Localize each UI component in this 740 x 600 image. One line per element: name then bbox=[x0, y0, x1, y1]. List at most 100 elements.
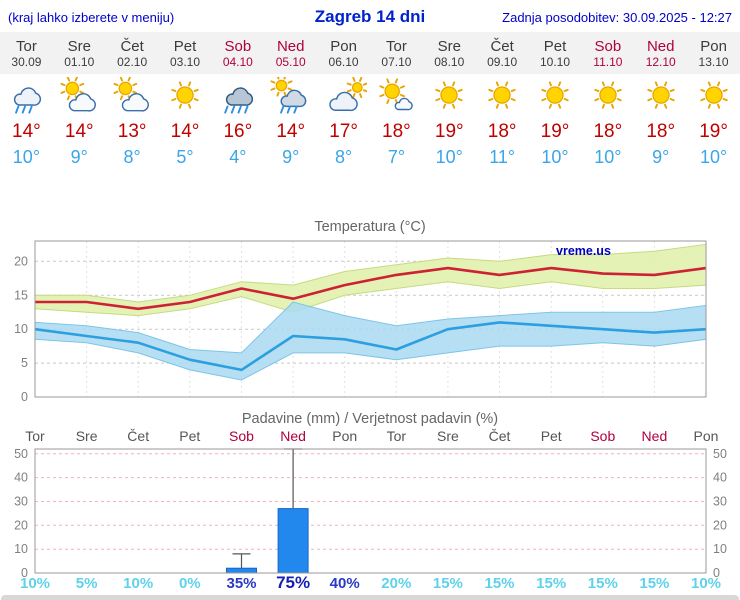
day-date: 02.10 bbox=[105, 55, 159, 74]
day-max-temp: 18° bbox=[646, 121, 676, 142]
day-name: Pon bbox=[317, 32, 370, 55]
precip-y-tick-right: 50 bbox=[713, 447, 727, 461]
precip-probability: 15% bbox=[536, 575, 566, 591]
rain-icon bbox=[0, 74, 53, 118]
day-date: 11.10 bbox=[581, 55, 635, 74]
forecast-strip: Tor 30.09 14° 10° Sre 01.10 14° 9° Čet 02.10 13° 8°… bbox=[0, 32, 740, 173]
day-min-temp: 10° bbox=[594, 147, 622, 167]
day-min-temp: 10° bbox=[541, 147, 569, 167]
precip-y-tick-left: 30 bbox=[14, 495, 28, 509]
day-name: Tor bbox=[0, 32, 53, 55]
showers-icon bbox=[264, 74, 317, 118]
day-column-pet-10.10[interactable]: Pet 10.10 19° 10° bbox=[528, 32, 582, 173]
precip-y-tick-left: 0 bbox=[21, 566, 28, 580]
day-name: Pon bbox=[687, 32, 740, 55]
day-max-temp: 14° bbox=[170, 121, 200, 142]
precip-day-label: Sob bbox=[229, 428, 254, 444]
day-column-tor-30.09[interactable]: Tor 30.09 14° 10° bbox=[0, 32, 53, 173]
precip-bar bbox=[277, 508, 309, 574]
day-max-temp: 17° bbox=[329, 121, 358, 142]
sun-icon bbox=[423, 74, 476, 118]
day-max-temp: 16° bbox=[223, 121, 253, 142]
day-max-temp: 18° bbox=[593, 121, 623, 142]
day-name: Čet bbox=[475, 32, 529, 55]
day-name: Sob bbox=[211, 32, 265, 55]
day-column-pon-06.10[interactable]: Pon 06.10 17° 8° bbox=[317, 32, 370, 173]
day-name: Tor bbox=[370, 32, 423, 55]
precipitation-chart: Tor Sre Čet Pet Sob Ned Pon Tor Sre Čet Pet Sob Ned P… bbox=[14, 428, 727, 591]
sun-icon bbox=[529, 74, 582, 118]
day-column-ned-05.10[interactable]: Ned 05.10 14° 9° bbox=[264, 32, 318, 173]
precip-day-label: Sob bbox=[590, 428, 615, 444]
precip-day-label: Tor bbox=[25, 428, 45, 444]
day-date: 03.10 bbox=[158, 55, 212, 74]
precip-y-tick-right: 20 bbox=[713, 518, 727, 532]
day-column-sob-04.10[interactable]: Sob 04.10 16° 4° bbox=[211, 32, 265, 173]
day-date: 08.10 bbox=[422, 55, 476, 74]
precip-probability: 15% bbox=[639, 575, 669, 591]
day-name: Ned bbox=[634, 32, 688, 55]
partly-icon bbox=[53, 74, 106, 118]
location-menu-hint[interactable]: (kraj lahko izberete v meniju) bbox=[8, 10, 175, 25]
day-column-čet-09.10[interactable]: Čet 09.10 18° 11° bbox=[475, 32, 529, 173]
day-date: 01.10 bbox=[52, 55, 106, 74]
day-min-temp: 10° bbox=[435, 147, 463, 167]
day-max-temp: 19° bbox=[540, 121, 570, 142]
tmin-line bbox=[34, 321, 707, 372]
temperature-chart: 0 5 10 15 20 vreme.us bbox=[14, 240, 707, 404]
precip-probability: 15% bbox=[588, 575, 618, 591]
day-column-tor-07.10[interactable]: Tor 07.10 18° 7° bbox=[370, 32, 423, 173]
day-column-pon-13.10[interactable]: Pon 13.10 19° 10° bbox=[687, 32, 740, 173]
day-name: Ned bbox=[264, 32, 318, 55]
bottom-scrollbar[interactable] bbox=[1, 595, 739, 600]
precip-day-label: Sre bbox=[437, 428, 459, 444]
cloudy-icon bbox=[317, 74, 370, 118]
day-column-sre-01.10[interactable]: Sre 01.10 14° 9° bbox=[52, 32, 106, 173]
temp-plot-border bbox=[34, 240, 707, 398]
precip-day-label: Čet bbox=[489, 428, 511, 444]
precip-day-label: Pon bbox=[332, 428, 357, 444]
day-min-temp: 5° bbox=[176, 147, 194, 167]
day-max-temp: 13° bbox=[117, 121, 147, 142]
day-min-temp: 9° bbox=[282, 147, 300, 167]
precip-probability: 10% bbox=[20, 575, 50, 591]
day-date: 06.10 bbox=[317, 55, 370, 74]
day-max-temp: 18° bbox=[382, 121, 411, 142]
day-column-čet-02.10[interactable]: Čet 02.10 13° 8° bbox=[105, 32, 159, 173]
last-updated: Zadnja posodobitev: 30.09.2025 - 12:27 bbox=[502, 10, 732, 25]
sun-icon bbox=[581, 74, 634, 118]
watermark: vreme.us bbox=[556, 244, 611, 258]
day-date: 05.10 bbox=[264, 55, 318, 74]
precip-day-label: Pet bbox=[541, 428, 562, 444]
day-min-temp: 9° bbox=[652, 147, 670, 167]
precip-day-label: Tor bbox=[387, 428, 407, 444]
day-name: Pet bbox=[528, 32, 582, 55]
day-date: 30.09 bbox=[0, 55, 53, 74]
day-max-temp: 14° bbox=[64, 121, 94, 142]
precip-y-tick-left: 20 bbox=[14, 518, 28, 532]
day-min-temp: 11° bbox=[489, 147, 516, 167]
day-column-sob-11.10[interactable]: Sob 11.10 18° 10° bbox=[581, 32, 635, 173]
day-min-temp: 9° bbox=[70, 147, 88, 167]
precip-bar bbox=[226, 567, 257, 574]
precip-day-label: Sre bbox=[76, 428, 98, 444]
day-min-temp: 7° bbox=[387, 147, 406, 167]
precip-y-tick-right: 30 bbox=[713, 495, 727, 509]
day-column-ned-12.10[interactable]: Ned 12.10 18° 9° bbox=[634, 32, 688, 173]
day-name: Sre bbox=[422, 32, 476, 55]
temp-y-tick: 0 bbox=[21, 390, 28, 404]
day-min-temp: 10° bbox=[699, 147, 728, 167]
day-name: Čet bbox=[105, 32, 159, 55]
precip-probability: 15% bbox=[484, 575, 514, 591]
precip-y-tick-left: 40 bbox=[14, 471, 28, 485]
precip-day-label: Ned bbox=[280, 428, 306, 444]
precip-day-label: Pon bbox=[694, 428, 719, 444]
day-name: Sre bbox=[52, 32, 106, 55]
precip-probability: 10% bbox=[691, 575, 721, 591]
day-date: 10.10 bbox=[528, 55, 582, 74]
precip-probability: 10% bbox=[123, 575, 153, 591]
header: (kraj lahko izberete v meniju) Zagreb 14… bbox=[0, 0, 740, 29]
day-column-sre-08.10[interactable]: Sre 08.10 19° 10° bbox=[422, 32, 476, 173]
day-column-pet-03.10[interactable]: Pet 03.10 14° 5° bbox=[158, 32, 212, 173]
